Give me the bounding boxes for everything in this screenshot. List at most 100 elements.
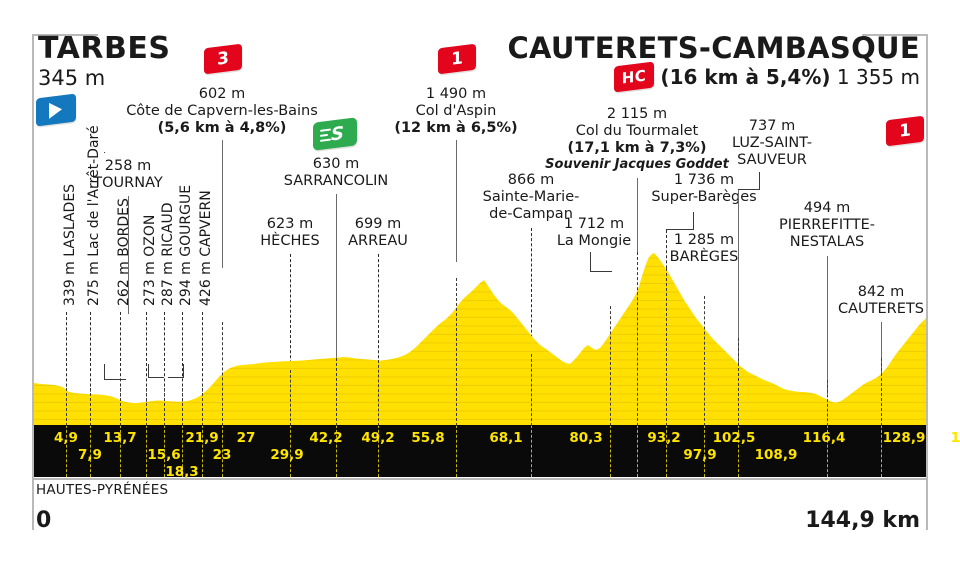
finish-city-altitude: 1 355 m: [836, 65, 920, 89]
km-label: 97,9: [683, 447, 717, 463]
place-name: LUZ-SAINT-: [732, 135, 812, 152]
start-city-altitude: 345 m: [38, 66, 106, 90]
sprint-label: 630 m SARRANCOLIN: [284, 156, 388, 190]
category-hc-flag-icon: HC: [614, 61, 654, 93]
climb-name: Côte de Capvern-les-Bains: [126, 103, 318, 120]
guide-7-9: [90, 388, 91, 426]
leader-line-capvern: [222, 140, 223, 268]
leader-line-capvern-town: [202, 312, 203, 412]
leader-line-laslades: [66, 312, 67, 412]
guide-27: [222, 322, 223, 426]
km-tick: [90, 425, 91, 477]
place-altitude: 842 m: [857, 284, 905, 300]
start-city-name: TARBES: [38, 31, 171, 66]
elevation-profile-svg: [34, 253, 926, 425]
place-label-la-mongie: 1 712 m La Mongie: [557, 216, 631, 250]
place-altitude: 1 712 m: [563, 216, 625, 232]
leader-line-luz: [738, 190, 739, 418]
km-label: 42,2: [309, 430, 343, 446]
frame-line-left: [32, 34, 34, 530]
frame-line-top-right: [862, 34, 928, 36]
place-name-2: SAUVEUR: [737, 152, 807, 169]
guide-15-6: [146, 388, 147, 426]
elbow-luz: [738, 172, 760, 190]
department-label: HAUTES-PYRÉNÉES: [36, 482, 169, 498]
category-3-flag-icon: 3: [204, 43, 242, 75]
place-name: ARREAU: [348, 233, 408, 250]
sprint-flag-icon: S: [313, 117, 357, 151]
climb-label-capvern: 602 m Côte de Capvern-les-Bains (5,6 km …: [126, 86, 318, 137]
guide-18-3: [164, 388, 165, 426]
climb-stats: (5,6 km à 4,8%): [157, 120, 287, 137]
leader-line-tournay: [128, 196, 129, 314]
place-altitude: 1 736 m: [673, 172, 735, 188]
km-label: 49,2: [361, 430, 395, 446]
speed-lines-icon: [320, 128, 331, 144]
start-city-block: TARBES 345 m: [38, 31, 171, 91]
sprint-flag-box: S: [313, 117, 357, 151]
frame-line-top-left: [32, 34, 98, 36]
guide-116-4: [827, 380, 828, 426]
km-label: 4,9: [54, 430, 78, 446]
km-tick: [456, 425, 457, 477]
place-name: HÈCHES: [260, 233, 320, 250]
guide-29-9: [290, 370, 291, 426]
category-1-flag-icon: 1: [886, 115, 924, 147]
km-tick: [164, 425, 165, 477]
km-label: 108,9: [754, 447, 798, 463]
climb-souvenir: Souvenir Jacques Goddet: [545, 157, 729, 173]
leader-line-gourgue: [182, 312, 183, 412]
km-tick: [202, 425, 203, 477]
place-altitude: 737 m: [748, 118, 796, 134]
place-label-bareges: 1 285 m BARÈGES: [670, 232, 739, 266]
finish-category-flag-box: 1: [886, 115, 924, 147]
place-name: La Mongie: [556, 233, 632, 250]
climb-name: Col d'Aspin: [415, 103, 497, 120]
guide-42-2: [336, 358, 337, 426]
km-tick: [666, 425, 667, 477]
sprint-name: SARRANCOLIN: [283, 173, 389, 190]
sprint-altitude: 630 m: [312, 156, 360, 172]
place-name: TOURNAY: [93, 175, 163, 192]
place-altitude: 866 m: [507, 172, 555, 188]
km-total-label: 144,9 km: [805, 508, 920, 533]
bracket-bordes: [104, 364, 126, 380]
km-label: 93,2: [647, 430, 681, 446]
place-name: CAUTERETS: [838, 301, 924, 318]
km-marker-bar: 4,9 13,7 21,9 27 42,2 49,2 55,8 68,1 80,…: [34, 425, 960, 480]
start-flag-icon: [36, 93, 76, 127]
place-label-luz-saint-sauveur: 737 m LUZ-SAINT- SAUVEUR: [732, 118, 812, 169]
km-tick: [290, 425, 291, 477]
km-start-label: 0: [36, 508, 52, 533]
guide-4-9: [66, 388, 67, 426]
km-tick: [637, 425, 638, 477]
guide-68-1: [531, 354, 532, 426]
place-name: BARÈGES: [669, 249, 739, 266]
km-label: 116,4: [802, 430, 846, 446]
elbow-bordes: [104, 152, 105, 153]
climb-name: Col du Tourmalet: [575, 123, 699, 140]
leader-line-tourmalet: [637, 178, 638, 254]
km-label: 23: [212, 447, 232, 463]
place-label-sainte-marie-de-campan: 866 m Sainte-Marie- de-Campan: [483, 172, 580, 223]
climb-flag-box-tourmalet: HC: [614, 61, 654, 93]
elevation-profile-chart: [34, 250, 926, 425]
guide-23: [202, 388, 203, 426]
km-label: 102,5: [712, 430, 756, 446]
km-tick: [378, 425, 379, 477]
km-tick: [531, 425, 532, 477]
profile-fill: [34, 253, 926, 425]
climb-stats: (17,1 km à 7,3%): [567, 140, 707, 157]
guide-128-9: [881, 358, 882, 426]
frame-line-bottom-left: [32, 478, 532, 480]
bracket-ricaud: [148, 364, 164, 378]
km-tick: [66, 425, 67, 477]
leader-line-lac-arret-dare: [90, 312, 91, 412]
climb-flag-box-aspin: 1: [438, 43, 476, 75]
elbow-la-mongie: [590, 252, 612, 272]
guide-97-9: [666, 268, 667, 426]
climb-altitude: 1 490 m: [425, 86, 487, 102]
km-label: 7,9: [78, 447, 102, 463]
km-label: 68,1: [489, 430, 523, 446]
